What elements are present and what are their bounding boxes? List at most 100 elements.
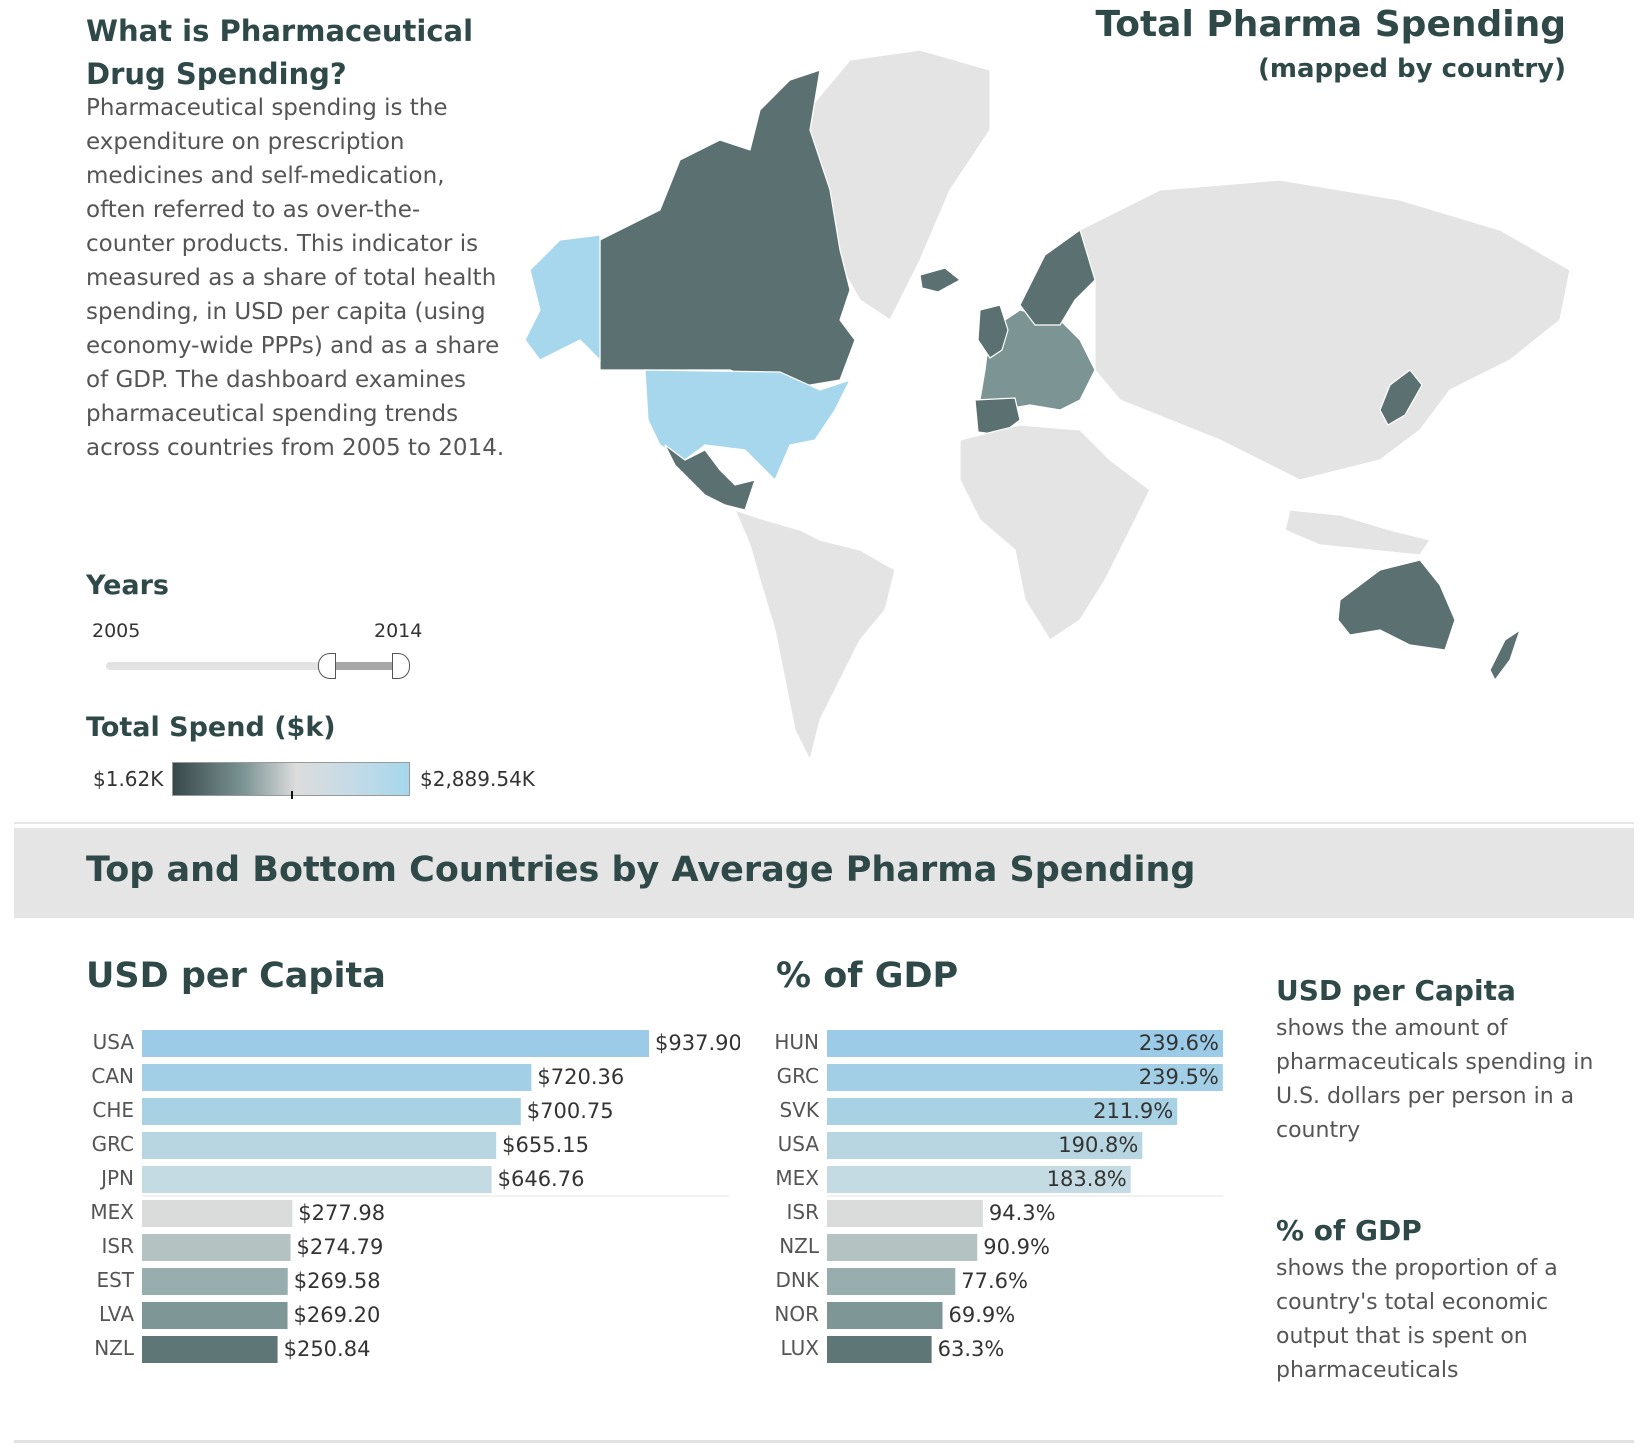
category-label: NZL [94, 1336, 135, 1360]
bar-grc[interactable] [142, 1132, 497, 1159]
map-region-mexico[interactable] [664, 444, 756, 511]
value-label: $700.75 [527, 1099, 614, 1123]
bar-dnk[interactable] [827, 1268, 956, 1295]
value-label: $720.36 [537, 1065, 624, 1089]
gdp-share-bar-chart: HUN 239.6% GRC 239.5% SVK 211.9% USA 190.8% MEX 1… [774, 1030, 1223, 1363]
bar-che[interactable] [142, 1098, 521, 1125]
note-usd-body: shows the amount of pharmaceuticals spen… [1276, 1016, 1594, 1143]
value-label: $655.15 [502, 1133, 589, 1157]
value-label: 239.5% [1139, 1065, 1219, 1089]
note-usd-title: USD per Capita [1276, 974, 1516, 1007]
category-label: GRC [777, 1064, 819, 1088]
map-region-uk[interactable] [977, 304, 1009, 359]
year-start-label: 2005 [92, 620, 141, 642]
map-region-new-zealand[interactable] [1489, 628, 1522, 682]
value-label: 90.9% [983, 1235, 1050, 1259]
value-label: 211.9% [1093, 1099, 1173, 1123]
category-label: SVK [780, 1098, 820, 1122]
category-label: NOR [774, 1302, 819, 1326]
category-label: DNK [776, 1268, 820, 1292]
category-label: CAN [91, 1064, 134, 1088]
value-label: $937.90 [655, 1031, 740, 1055]
category-label: NZL [779, 1234, 820, 1258]
bar-isr[interactable] [142, 1234, 291, 1261]
slider-handle-end[interactable] [392, 653, 410, 679]
bar-lux[interactable] [827, 1336, 932, 1363]
category-label: USA [93, 1030, 135, 1054]
value-label: $274.79 [297, 1235, 384, 1259]
note-gdp-title: % of GDP [1276, 1214, 1422, 1247]
bar-hun[interactable] [827, 1030, 1223, 1057]
usd-per-capita-bar-chart: USA $937.90 CAN $720.36 CHE $700.75 GRC $655.15… [90, 1030, 740, 1363]
map-countries[interactable] [524, 49, 1571, 762]
slider-selected-range [328, 662, 404, 670]
spend-color-ramp [172, 762, 410, 796]
map-region-asia[interactable] [1079, 179, 1571, 481]
slider-handle-start[interactable] [318, 653, 336, 679]
value-label: 94.3% [989, 1201, 1056, 1225]
category-label: MEX [90, 1200, 134, 1224]
intro-title: What is Pharmaceutical Drug Spending? [86, 14, 474, 91]
bottom-divider [14, 1440, 1634, 1443]
spend-legend-title: Total Spend ($k) [86, 712, 336, 743]
bar-jpn[interactable] [142, 1166, 492, 1193]
bar-svk[interactable] [827, 1098, 1178, 1125]
value-label: $269.58 [294, 1269, 381, 1293]
category-label: ISR [787, 1200, 820, 1224]
map-region-africa[interactable] [959, 424, 1151, 641]
map-title: Total Pharma Spending [1095, 4, 1566, 45]
year-range-slider[interactable] [106, 652, 410, 680]
value-label: 63.3% [938, 1337, 1005, 1361]
note-gdp-body: shows the proportion of a country's tota… [1276, 1256, 1558, 1383]
map-region-se-asia[interactable] [1284, 509, 1431, 556]
bar-nzl[interactable] [827, 1234, 978, 1261]
section-divider [14, 822, 1634, 824]
bar-grc[interactable] [827, 1064, 1223, 1091]
value-label: 77.6% [961, 1269, 1028, 1293]
category-label: MEX [775, 1166, 819, 1190]
spend-legend-min: $1.62K [93, 767, 164, 791]
category-label: EST [96, 1268, 134, 1292]
spend-legend-marker [291, 791, 293, 799]
bar-lva[interactable] [142, 1302, 288, 1329]
section-title: Top and Bottom Countries by Average Phar… [86, 850, 1196, 890]
category-label: CHE [92, 1098, 134, 1122]
value-label: 183.8% [1047, 1167, 1127, 1191]
map-region-alaska[interactable] [524, 234, 601, 362]
bar-mex[interactable] [827, 1166, 1131, 1193]
map-region-japan[interactable] [1379, 369, 1423, 426]
slider-track[interactable] [106, 662, 336, 670]
usd-chart-title: USD per Capita [86, 956, 386, 996]
years-filter-label: Years [86, 570, 169, 601]
intro-description: Pharmaceutical spending is the expenditu… [86, 95, 505, 461]
category-label: JPN [99, 1166, 134, 1190]
bar-mex[interactable] [142, 1200, 293, 1227]
map-region-usa[interactable] [644, 369, 852, 482]
section-header-band [14, 828, 1634, 918]
gdp-chart-title: % of GDP [776, 956, 959, 996]
value-label: $250.84 [284, 1337, 371, 1361]
value-label: 190.8% [1058, 1133, 1138, 1157]
map-region-iceland[interactable] [919, 267, 962, 293]
bar-usa[interactable] [142, 1030, 649, 1057]
category-label: GRC [92, 1132, 134, 1156]
world-map[interactable] [520, 40, 1640, 800]
spend-legend-max: $2,889.54K [420, 767, 535, 791]
bar-can[interactable] [142, 1064, 532, 1091]
value-label: 239.6% [1139, 1031, 1219, 1055]
map-region-south-america[interactable] [733, 509, 896, 762]
category-label: USA [778, 1132, 820, 1156]
category-label: ISR [102, 1234, 135, 1258]
bar-nzl[interactable] [142, 1336, 278, 1363]
category-label: HUN [774, 1030, 819, 1054]
value-label: $646.76 [498, 1167, 585, 1191]
map-region-australia[interactable] [1337, 559, 1456, 651]
bar-est[interactable] [142, 1268, 288, 1295]
year-end-label: 2014 [374, 620, 423, 642]
bar-usa[interactable] [827, 1132, 1143, 1159]
bar-nor[interactable] [827, 1302, 943, 1329]
bar-isr[interactable] [827, 1200, 983, 1227]
map-subtitle: (mapped by country) [1257, 54, 1566, 84]
value-label: $269.20 [294, 1303, 381, 1327]
category-label: LUX [781, 1336, 820, 1360]
